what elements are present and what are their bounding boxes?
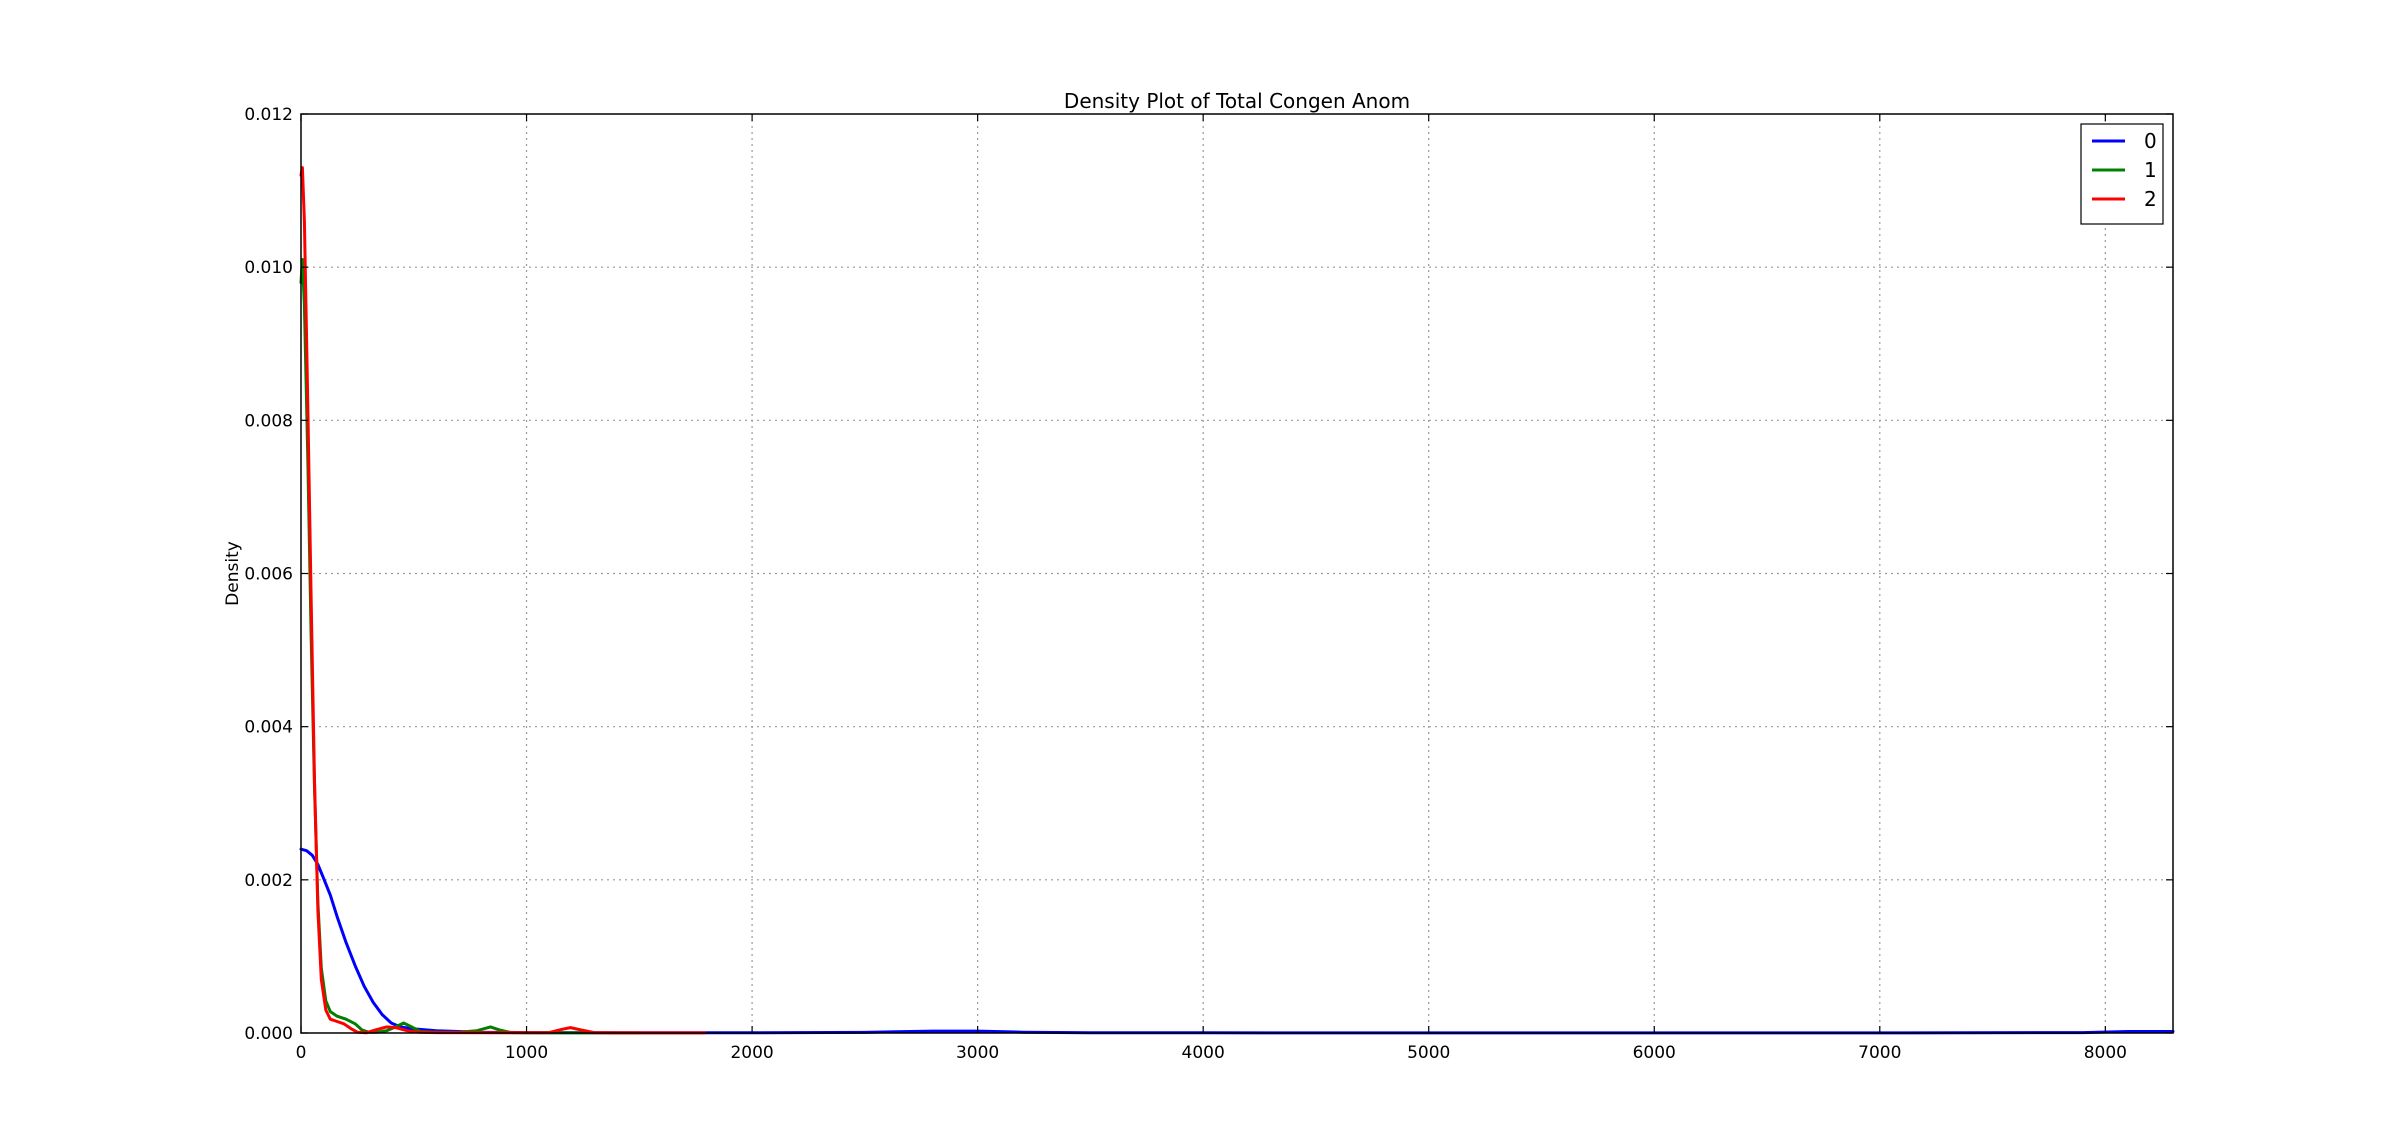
x-tick-label: 3000 <box>956 1043 999 1063</box>
legend-label-0: 0 <box>2144 129 2157 153</box>
y-tick-label: 0.008 <box>244 411 293 431</box>
grid <box>301 114 2173 1033</box>
y-tick-label: 0.002 <box>244 871 293 891</box>
series-line-2 <box>299 166 707 1035</box>
y-tick-label: 0.000 <box>244 1024 293 1044</box>
x-tick-label: 0 <box>296 1043 307 1063</box>
series-line-1 <box>299 258 641 1035</box>
x-tick-label: 5000 <box>1407 1043 1450 1063</box>
axis-ticks: 0 1000 2000 3000 4000 5000 6000 7000 8000 0.000 0.… <box>244 105 2173 1063</box>
legend-label-1: 1 <box>2144 158 2157 182</box>
series-lines <box>299 166 2175 1035</box>
legend-label-2: 2 <box>2144 187 2157 211</box>
x-tick-label: 4000 <box>1182 1043 1225 1063</box>
x-tick-label: 7000 <box>1858 1043 1901 1063</box>
legend: 0 1 2 <box>2080 123 2164 225</box>
chart-title: Density Plot of Total Congen Anom <box>1064 89 1410 113</box>
x-tick-label: 6000 <box>1633 1043 1676 1063</box>
y-tick-label: 0.012 <box>244 105 293 125</box>
y-tick-label: 0.006 <box>244 565 293 585</box>
x-tick-label: 2000 <box>730 1043 773 1063</box>
y-tick-label: 0.010 <box>244 258 293 278</box>
y-axis-label: Density <box>223 541 243 606</box>
series-line-0 <box>299 847 2175 1035</box>
y-tick-label: 0.004 <box>244 718 293 738</box>
x-tick-label: 1000 <box>505 1043 548 1063</box>
x-tick-label: 8000 <box>2084 1043 2127 1063</box>
